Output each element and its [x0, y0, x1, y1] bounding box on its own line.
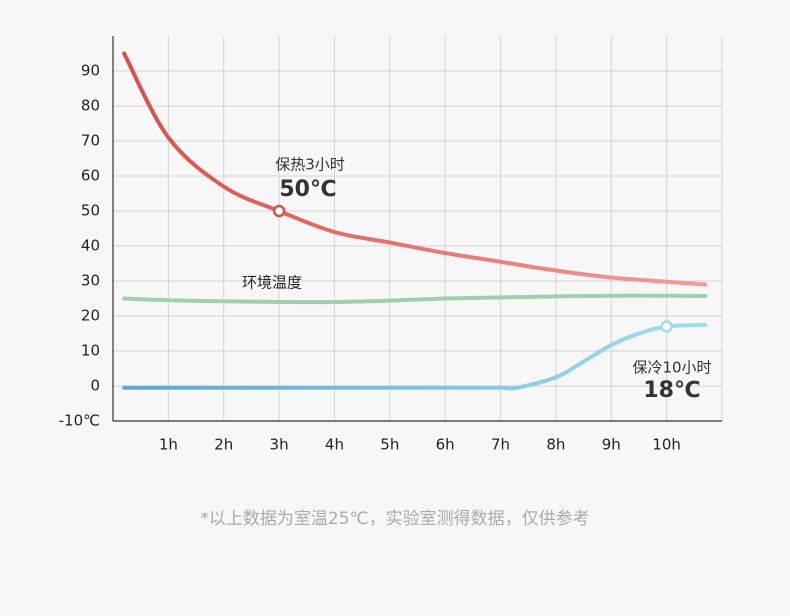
y-tick-label: 20: [81, 307, 100, 325]
series-line: [122, 51, 708, 287]
annotation: 18℃: [643, 378, 700, 403]
series-line: [122, 322, 708, 391]
y-tick-label: 60: [81, 167, 100, 185]
x-tick-label: 2h: [214, 436, 233, 454]
y-tick-label: 10: [81, 342, 100, 360]
y-tick-label: 30: [81, 272, 100, 290]
series-line: [122, 293, 708, 305]
y-tick-label: 50: [81, 202, 100, 220]
marker: [272, 204, 286, 218]
x-tick-label: 5h: [380, 436, 399, 454]
annotation: 环境温度: [242, 274, 302, 292]
footnote: *以上数据为室温25℃，实验室测得数据，仅供参考: [200, 509, 589, 529]
x-tick-label: 4h: [325, 436, 344, 454]
marker: [660, 320, 673, 333]
x-tick-label: 6h: [436, 436, 455, 454]
x-tick-label: 9h: [602, 436, 621, 454]
y-tick-label: -10℃: [59, 412, 100, 430]
x-tick-label: 7h: [491, 436, 510, 454]
y-tick-label: 90: [81, 62, 100, 80]
y-tick-label: 40: [81, 237, 100, 255]
annotation: 50℃: [279, 177, 336, 202]
x-tick-label: 1h: [159, 436, 178, 454]
annotation: 保热3小时: [275, 156, 345, 174]
y-tick-label: 80: [81, 97, 100, 115]
x-tick-label: 8h: [546, 436, 565, 454]
x-tick-label: 10h: [652, 436, 681, 454]
x-tick-label: 3h: [270, 436, 289, 454]
y-tick-label: 0: [90, 377, 100, 395]
annotation: 保冷10小时: [632, 359, 711, 377]
y-tick-label: 70: [81, 132, 100, 150]
